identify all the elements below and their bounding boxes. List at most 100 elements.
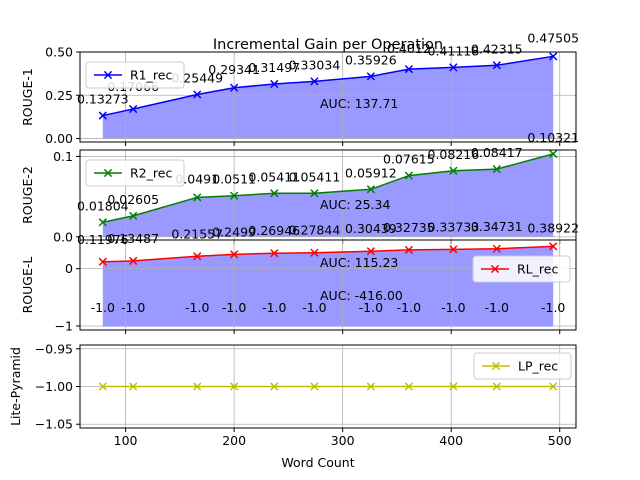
data-point — [404, 382, 413, 391]
data-point — [129, 211, 138, 220]
baseline-label: -1.0 — [302, 300, 326, 315]
data-label: 0.33034 — [289, 57, 341, 72]
data-point — [404, 171, 413, 180]
y-tick-label: −1.00 — [35, 379, 73, 394]
data-point — [310, 77, 319, 86]
area-fill — [102, 153, 554, 237]
data-point — [129, 104, 138, 114]
data-label: 0.29341 — [208, 62, 260, 77]
data-label: 0.08417 — [471, 145, 523, 160]
y-axis-label: Lite-Pyramid — [8, 347, 23, 426]
legend-marker — [491, 361, 501, 371]
baseline-label: -1.0 — [485, 300, 509, 315]
data-point — [98, 382, 107, 391]
panel-2: 0.018040.026050.04910.05110.054110.05411… — [20, 130, 579, 244]
data-label: 0.34731 — [471, 219, 523, 234]
data-point — [366, 382, 376, 391]
data-label: 0.13487 — [107, 231, 159, 246]
y-tick-label: 0.00 — [45, 131, 73, 146]
auc-annotation: AUC: -416.00 — [320, 288, 403, 303]
x-tick-label: 400 — [439, 433, 463, 448]
legend-label: LP_rec — [518, 359, 558, 374]
legend-box — [472, 255, 571, 283]
y-axis-label: ROUGE-2 — [20, 166, 35, 224]
panel-1: 0.132730.170660.254490.293410.314970.330… — [20, 30, 579, 146]
data-point — [366, 185, 376, 194]
legend-marker — [103, 70, 113, 80]
data-label: 0.05411 — [248, 169, 300, 184]
data-label: 0.42315 — [471, 41, 523, 56]
data-label: 0.27844 — [289, 223, 341, 238]
auc-annotation: AUC: 115.23 — [320, 255, 398, 270]
data-point — [270, 79, 279, 89]
y-tick-label: 0.50 — [45, 45, 73, 60]
y-axis-label: ROUGE-1 — [20, 68, 35, 126]
data-point — [449, 63, 458, 72]
data-point — [449, 166, 458, 175]
baseline-label: -1.0 — [441, 300, 465, 315]
auc-annotation: AUC: 137.71 — [320, 96, 398, 111]
data-label: 0.02605 — [107, 192, 159, 207]
legend: RL_rec — [472, 255, 571, 283]
baseline-label: -1.0 — [262, 300, 286, 315]
data-label: 0.32735 — [383, 220, 435, 235]
data-point — [492, 61, 501, 70]
data-point — [229, 382, 239, 391]
auc-annotation: AUC: 25.34 — [320, 197, 390, 212]
axes-frame — [79, 51, 577, 143]
baseline-label: -1.0 — [121, 300, 145, 315]
data-point — [366, 247, 376, 256]
data-label: 0.21557 — [171, 226, 223, 241]
legend-marker — [103, 168, 113, 178]
legend-label: R2_rec — [130, 166, 172, 181]
baseline-label: -1.0 — [91, 300, 115, 315]
baseline-label: -1.0 — [397, 300, 421, 315]
x-tick-label: 500 — [548, 433, 572, 448]
y-tick-label: −0.95 — [35, 341, 73, 356]
x-tick-label: 300 — [331, 433, 355, 448]
data-point — [229, 83, 239, 92]
y-tick-label: 0 — [65, 261, 73, 276]
data-point — [270, 382, 279, 391]
data-point — [229, 250, 239, 259]
data-point — [366, 72, 376, 81]
data-point — [310, 189, 319, 198]
data-label: 0.08216 — [428, 147, 480, 162]
data-point — [129, 382, 138, 391]
legend-label: R1_rec — [130, 68, 172, 83]
data-point — [270, 189, 279, 198]
baseline-label: -1.0 — [222, 300, 246, 315]
legend-box — [473, 352, 572, 380]
data-label: 0.01804 — [77, 198, 129, 213]
legend-marker — [490, 264, 500, 274]
data-label: 0.38922 — [527, 220, 579, 235]
data-point — [129, 256, 138, 266]
data-label: 0.0511 — [212, 172, 256, 187]
baseline-label: -1.0 — [185, 300, 209, 315]
data-label: 0.2499 — [212, 224, 256, 239]
y-tick-label: 0.0 — [53, 229, 73, 244]
data-label: 0.10321 — [527, 130, 579, 145]
data-point — [549, 382, 558, 391]
data-point — [404, 64, 413, 74]
y-tick-label: 0.25 — [45, 88, 73, 103]
y-tick-label: −1 — [55, 318, 73, 333]
legend: R1_rec — [85, 61, 185, 89]
area-fill — [102, 246, 554, 326]
baseline-label: -1.0 — [541, 300, 565, 315]
data-point — [492, 165, 501, 174]
data-label: 0.35926 — [345, 52, 397, 67]
data-point — [193, 193, 202, 202]
data-point — [549, 242, 558, 251]
data-label: 0.11976 — [77, 232, 129, 247]
data-label: 0.05411 — [289, 169, 341, 184]
data-point — [449, 245, 458, 254]
data-point — [98, 218, 107, 227]
x-axis-label: Word Count — [281, 455, 354, 470]
x-tick-label: 200 — [222, 433, 246, 448]
data-point — [549, 52, 558, 61]
data-label: 0.31497 — [248, 60, 300, 75]
data-point — [404, 245, 413, 255]
data-point — [449, 382, 458, 391]
y-tick-label: 0.1 — [53, 149, 73, 164]
